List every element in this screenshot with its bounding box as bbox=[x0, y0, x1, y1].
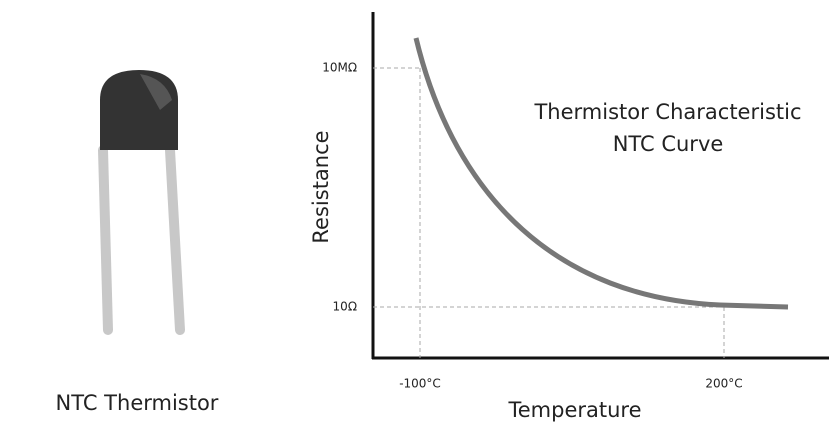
y-tick-label: 10Ω bbox=[333, 300, 357, 314]
x-tick-label: -100°C bbox=[399, 377, 441, 391]
y-tick-label: 10MΩ bbox=[322, 61, 357, 75]
y-axis-label: Resistance bbox=[309, 130, 333, 243]
component-label: NTC Thermistor bbox=[56, 391, 219, 415]
graph-title: NTC Curve bbox=[613, 132, 724, 156]
graph-title: Thermistor Characteristic bbox=[533, 100, 801, 124]
thermistor-icon bbox=[98, 70, 185, 335]
x-tick-label: 200°C bbox=[705, 377, 742, 391]
ntc-curve bbox=[413, 37, 789, 310]
guide-lines bbox=[373, 67, 725, 358]
x-axis-label: Temperature bbox=[507, 398, 641, 422]
